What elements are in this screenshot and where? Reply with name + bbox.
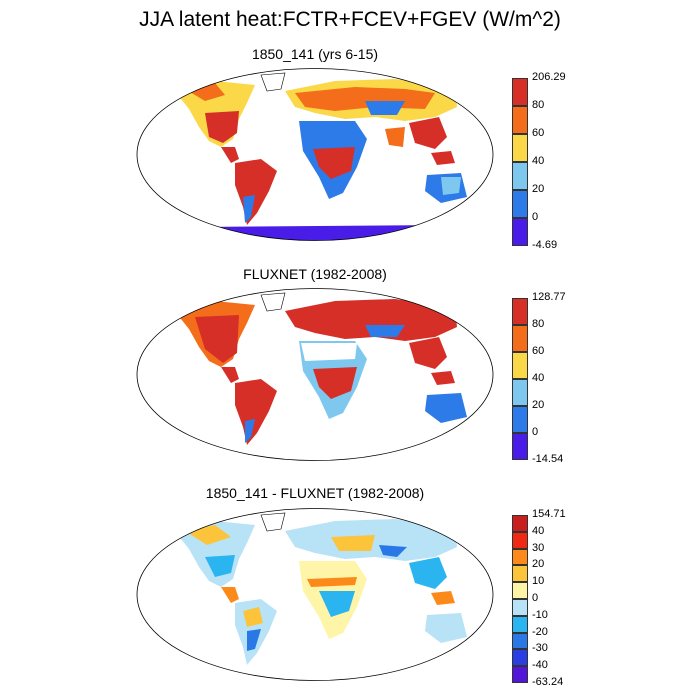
- colorbar-swatch: [512, 106, 528, 134]
- colorbar-swatch: [512, 298, 528, 325]
- colorbar-tick-label: 0: [532, 426, 539, 438]
- panel-3-colorbar-swatches: [512, 515, 528, 683]
- colorbar-tick-label: 10: [532, 575, 545, 588]
- colorbar-swatch: [512, 218, 528, 246]
- colorbar-tick-label: 206.29: [532, 71, 566, 83]
- colorbar-swatch: [512, 352, 528, 379]
- panel-2-colorbar-swatches: [512, 298, 528, 460]
- colorbar-tick-label: 80: [532, 99, 545, 111]
- colorbar-tick-label: 20: [532, 399, 545, 411]
- colorbar-swatch: [512, 379, 528, 406]
- colorbar-swatch: [512, 649, 528, 667]
- colorbar-swatch: [512, 599, 528, 616]
- main-title: JJA latent heat:FCTR+FCEV+FGEV (W/m^2): [139, 8, 561, 31]
- colorbar-swatch: [512, 134, 528, 162]
- colorbar-tick-label: 154.71: [532, 508, 566, 520]
- colorbar-tick-label: 0: [532, 211, 539, 223]
- panel-2-title: FLUXNET (1982-2008): [243, 266, 387, 282]
- colorbar-tick-label: 40: [532, 372, 545, 384]
- colorbar-swatch: [512, 162, 528, 190]
- colorbar-swatch: [512, 548, 528, 566]
- panel-2-map: [135, 287, 495, 462]
- colorbar-tick-label: -4.69: [532, 239, 558, 251]
- colorbar-tick-label: 60: [532, 345, 545, 357]
- colorbar-swatch: [512, 406, 528, 433]
- colorbar-tick-label: 0: [532, 592, 539, 604]
- colorbar-tick-label: 20: [532, 183, 545, 195]
- colorbar-swatch: [512, 565, 528, 583]
- colorbar-tick-label: 20: [532, 558, 545, 571]
- colorbar-tick-label: -14.54: [532, 453, 564, 465]
- colorbar-tick-label: -40: [532, 659, 548, 672]
- colorbar-tick-label: -20: [532, 625, 548, 638]
- colorbar-tick-label: 30: [532, 541, 545, 554]
- colorbar-swatch: [512, 632, 528, 650]
- colorbar-swatch: [512, 433, 528, 460]
- panel-1-title: 1850_141 (yrs 6-15): [251, 46, 379, 62]
- colorbar-swatch: [512, 78, 528, 106]
- colorbar-swatch: [512, 531, 528, 549]
- colorbar-swatch: [512, 190, 528, 218]
- colorbar-tick-label: 40: [532, 155, 545, 167]
- colorbar-tick-label: 128.77: [532, 291, 566, 303]
- colorbar-tick-label: -10: [532, 608, 548, 621]
- panel-3-title: 1850_141 - FLUXNET (1982-2008): [205, 485, 425, 501]
- colorbar-swatch: [512, 582, 528, 599]
- panel-1-colorbar-swatches: [512, 78, 528, 246]
- colorbar-tick-label: 40: [532, 524, 545, 537]
- colorbar-tick-label: 60: [532, 127, 545, 139]
- colorbar-swatch: [512, 615, 528, 633]
- colorbar-swatch: [512, 515, 528, 532]
- colorbar-swatch: [512, 666, 528, 683]
- colorbar-swatch: [512, 325, 528, 352]
- colorbar-tick-label: 80: [532, 318, 545, 330]
- colorbar-tick-label: -30: [532, 642, 548, 655]
- panel-1-map: [135, 67, 495, 242]
- colorbar-tick-label: -63.24: [532, 676, 564, 688]
- panel-3-map: [135, 507, 495, 682]
